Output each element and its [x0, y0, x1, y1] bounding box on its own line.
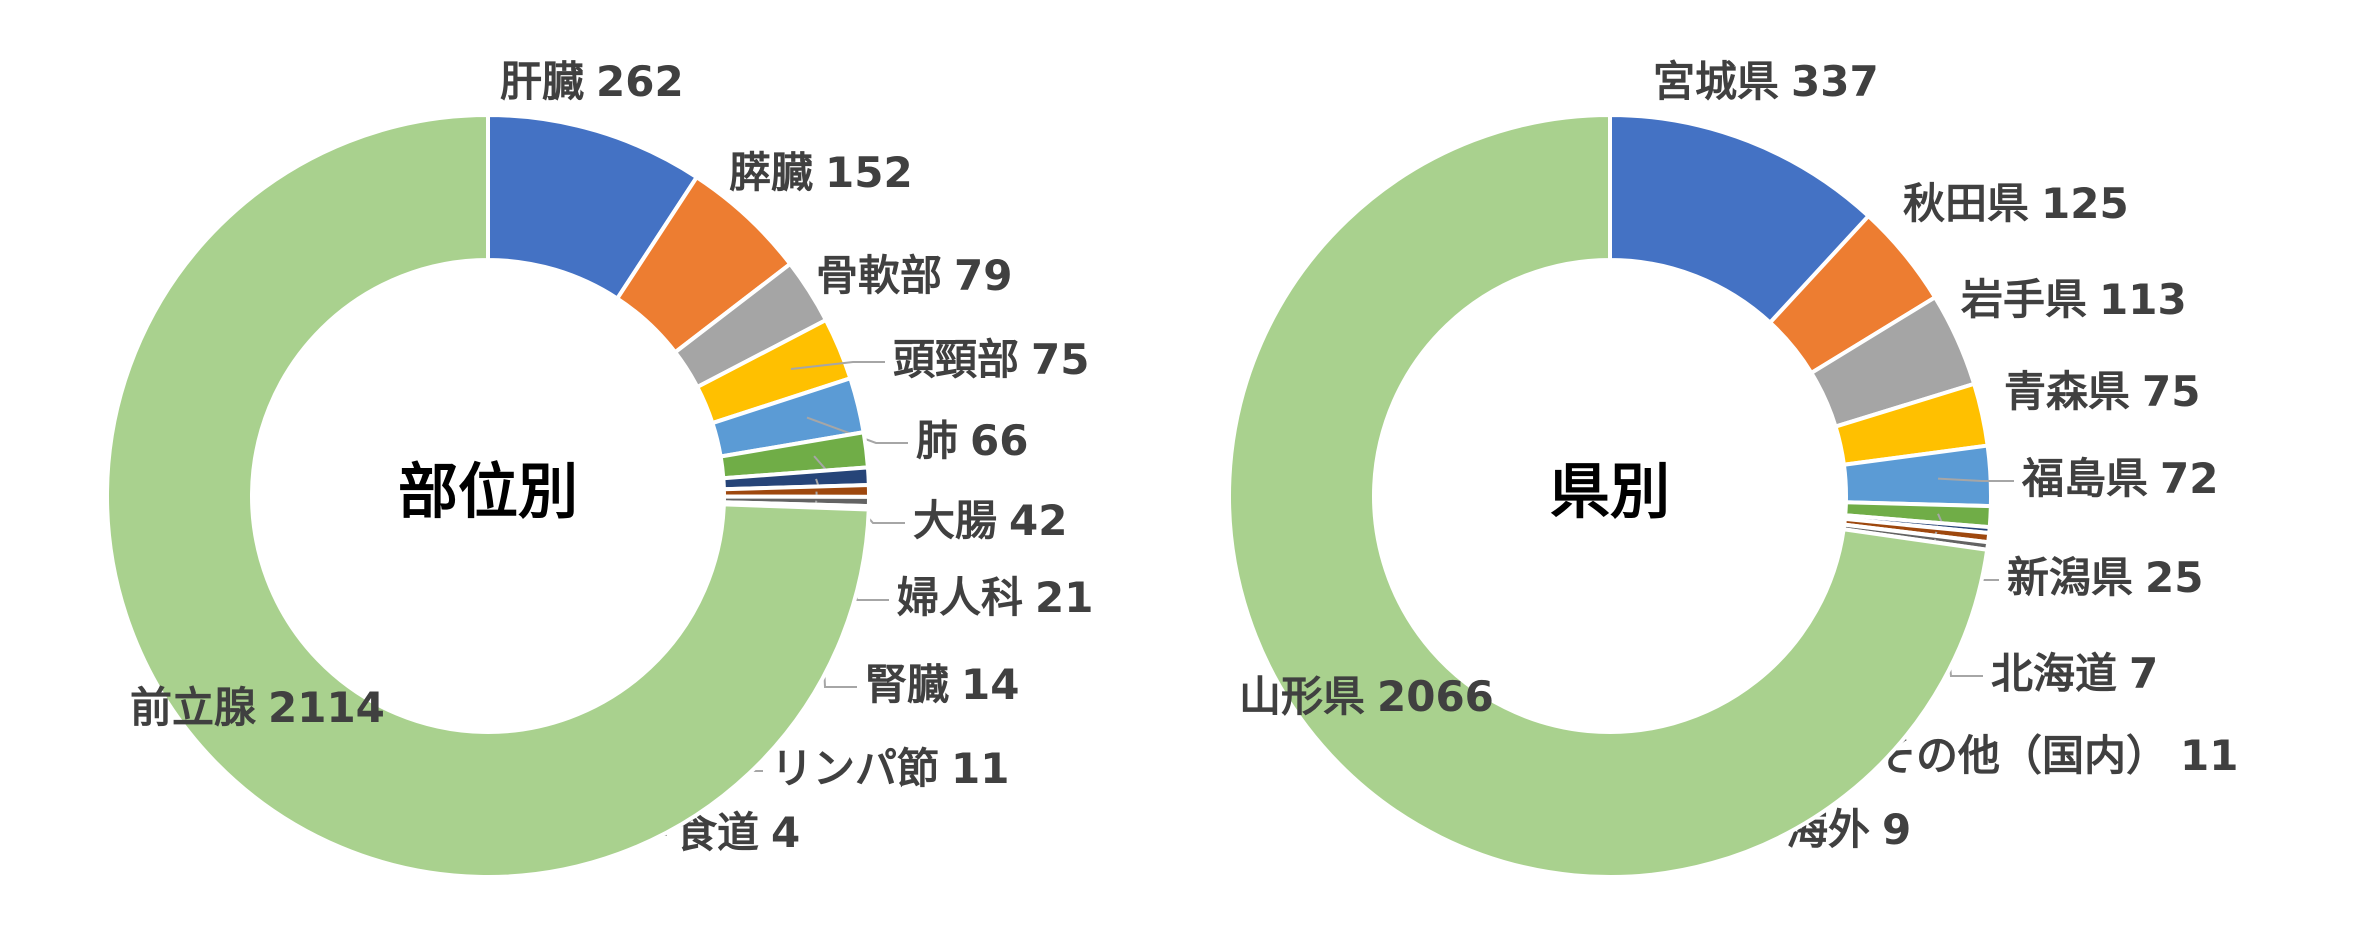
label-category: 肺 [916, 416, 958, 465]
label-category: 宮城県 [1653, 57, 1779, 106]
data-label: 青森県 75 [2004, 367, 2200, 416]
data-label: 肺 66 [916, 416, 1028, 465]
data-label: 前立腺 2114 [130, 683, 385, 732]
label-category: 前立腺 [130, 683, 257, 732]
data-label: 骨軟部 79 [816, 251, 1012, 300]
label-value: 337 [1791, 57, 1879, 106]
data-label: 婦人科 21 [897, 573, 1093, 622]
chart-title: 県別 [1550, 458, 1670, 528]
label-category: その他（国内） [1874, 731, 2168, 780]
label-value: 152 [825, 148, 913, 197]
data-label: その他（国内） 11 [1874, 731, 2238, 780]
chart-title: 部位別 [398, 458, 578, 528]
label-value: 21 [1035, 573, 1093, 622]
label-value: 75 [2142, 367, 2200, 416]
leader-line [806, 416, 908, 444]
label-category: 大腸 [913, 496, 997, 545]
label-value: 125 [2041, 179, 2129, 228]
label-value: 7 [2129, 649, 2158, 698]
data-label: 大腸 42 [913, 496, 1067, 545]
data-label: 腎臓 14 [865, 660, 1019, 709]
label-category: 北海道 [1991, 649, 2117, 698]
data-label: 北海道 7 [1991, 649, 2158, 698]
label-value: 9 [1882, 805, 1911, 854]
label-category: 秋田県 [1903, 179, 2029, 228]
label-category: 腎臓 [865, 660, 949, 709]
label-value: 11 [2180, 731, 2238, 780]
label-category: 頭頸部 [893, 335, 1019, 384]
data-label: 秋田県 125 [1903, 179, 2129, 228]
label-category: 山形県 [1239, 672, 1365, 721]
label-value: 113 [2099, 275, 2187, 324]
label-value: 42 [1009, 496, 1067, 545]
data-label: 岩手県 113 [1961, 275, 2187, 324]
slice [105, 112, 871, 879]
label-value: 75 [1031, 335, 1089, 384]
label-category: 骨軟部 [816, 251, 942, 300]
label-value: 66 [970, 416, 1028, 465]
label-category: 新潟県 [2007, 553, 2133, 602]
data-label: リンパ節 11 [771, 744, 1009, 793]
label-value: 72 [2160, 454, 2218, 503]
label-category: 肝臓 [500, 57, 584, 106]
data-label: 福島県 72 [2021, 454, 2218, 503]
label-value: 14 [961, 660, 1019, 709]
label-category: 膵臓 [729, 148, 813, 197]
data-label: 宮城県 337 [1653, 57, 1879, 106]
label-category: 婦人科 [897, 573, 1023, 622]
data-label: 新潟県 25 [2007, 553, 2203, 602]
data-label: 肝臓 262 [500, 57, 684, 106]
label-value: 2114 [268, 683, 385, 732]
data-label: 山形県 2066 [1239, 672, 1494, 721]
label-category: 福島県 [2021, 454, 2148, 503]
label-category: リンパ節 [771, 744, 939, 793]
data-label: 頭頸部 75 [893, 335, 1089, 384]
label-value: 2066 [1377, 672, 1494, 721]
leader-line [790, 361, 885, 370]
data-label: 膵臓 152 [729, 148, 913, 197]
label-value: 25 [2145, 553, 2203, 602]
label-value: 79 [954, 251, 1012, 300]
leader-line [1937, 477, 2014, 482]
slice [1227, 112, 1990, 879]
label-category: 岩手県 [1961, 275, 2087, 324]
label-value: 4 [771, 808, 800, 857]
label-value: 11 [951, 744, 1009, 793]
label-value: 262 [596, 57, 684, 106]
label-category: 青森県 [2004, 367, 2130, 416]
